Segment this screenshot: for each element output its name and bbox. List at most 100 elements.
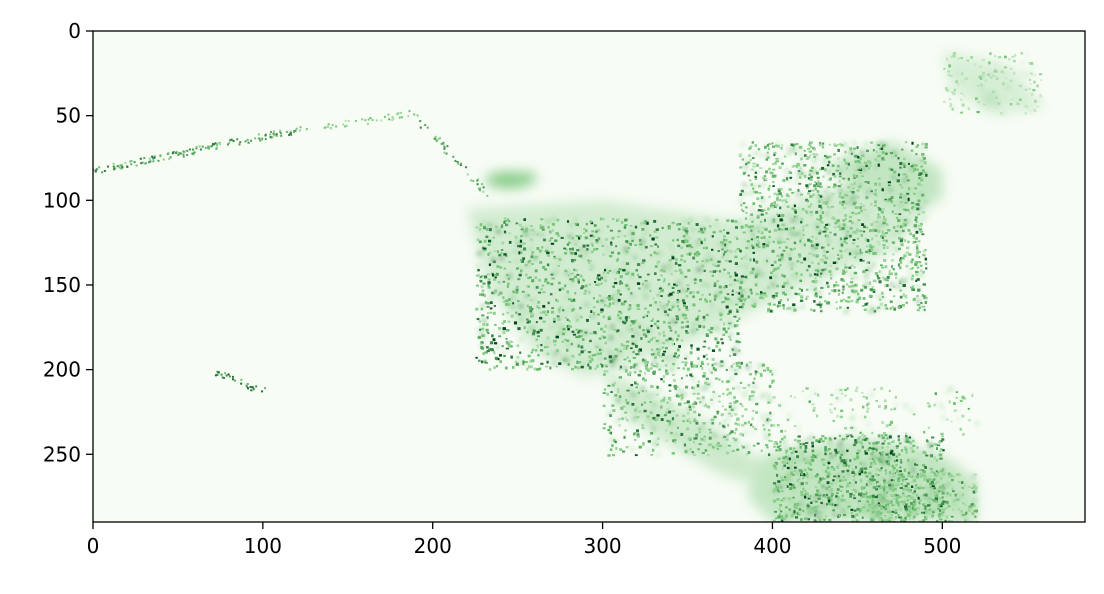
- heat-cell: [484, 335, 487, 339]
- heat-cell: [294, 129, 297, 132]
- heat-cell: [893, 407, 897, 411]
- heat-cell: [786, 418, 790, 422]
- heat-cell: [841, 227, 845, 230]
- heat-cell: [527, 320, 531, 324]
- heat-cell: [1033, 73, 1036, 77]
- heat-cell: [676, 311, 679, 314]
- heat-cell: [669, 308, 673, 310]
- heat-cell: [849, 226, 852, 230]
- heat-cell: [494, 324, 497, 326]
- heat-cell: [663, 269, 666, 273]
- heat-cell: [875, 280, 877, 283]
- heat-cell: [875, 467, 879, 472]
- heat-cell: [921, 233, 925, 236]
- heat-cell: [769, 276, 773, 280]
- heat-cell: [689, 448, 692, 451]
- heat-cell: [507, 277, 510, 280]
- heat-cell: [534, 276, 538, 280]
- heat-cell: [839, 299, 844, 303]
- heat-cell: [832, 172, 835, 176]
- heat-cell: [849, 150, 854, 154]
- heat-cell: [820, 516, 823, 520]
- heat-cell: [494, 289, 497, 293]
- heat-cell: [654, 440, 657, 443]
- heat-cell: [592, 315, 595, 318]
- heat-cell: [805, 491, 809, 495]
- heat-cell: [908, 253, 912, 256]
- heat-cell: [792, 147, 795, 150]
- heat-cell: [900, 519, 903, 522]
- heat-cell: [805, 496, 808, 500]
- heat-cell: [931, 485, 935, 488]
- heat-cell: [791, 191, 795, 194]
- heat-cell: [591, 354, 595, 357]
- heat-cell: [710, 371, 713, 374]
- heat-cell: [814, 286, 818, 290]
- heat-cell: [810, 463, 813, 466]
- heat-cell: [854, 154, 858, 158]
- heat-cell: [815, 500, 818, 503]
- heat-cell: [708, 225, 712, 228]
- heat-cell: [602, 392, 606, 395]
- heat-cell: [957, 83, 960, 87]
- heat-cell: [941, 484, 945, 487]
- heat-cell: [783, 435, 786, 439]
- heat-cell: [905, 451, 908, 454]
- heat-cell: [869, 282, 872, 285]
- heat-cell: [655, 236, 659, 239]
- heat-cell: [786, 177, 789, 181]
- heat-cell: [622, 320, 625, 324]
- heat-cell: [663, 278, 666, 282]
- heat-cell: [947, 87, 951, 90]
- heat-cell: [642, 443, 645, 447]
- heat-cell: [818, 204, 822, 208]
- heat-cell: [762, 296, 765, 300]
- heat-cell: [776, 304, 780, 308]
- heat-cell: [487, 281, 491, 285]
- heat-cell: [732, 362, 735, 366]
- heat-cell: [828, 496, 832, 499]
- heat-cell: [891, 241, 896, 244]
- heat-cell: [742, 445, 745, 449]
- heat-cell: [564, 316, 568, 319]
- heat-cell: [881, 230, 884, 234]
- heat-cell: [935, 458, 938, 462]
- heat-cell: [642, 259, 646, 262]
- heat-cell: [727, 444, 731, 447]
- heat-cell: [149, 160, 152, 163]
- heat-cell: [790, 294, 794, 297]
- heat-cell: [712, 263, 716, 267]
- heat-cell: [508, 344, 512, 348]
- heat-cell: [874, 514, 878, 517]
- heat-cell: [862, 284, 866, 287]
- heat-cell: [607, 384, 611, 387]
- heat-cell: [595, 343, 598, 346]
- heat-cell: [827, 186, 831, 189]
- heat-cell: [624, 224, 628, 226]
- heat-cell: [964, 483, 967, 487]
- heat-cell: [506, 284, 510, 288]
- heat-cell: [642, 377, 645, 381]
- heat-cell: [639, 224, 643, 228]
- heat-cell: [827, 461, 831, 465]
- heat-cell: [216, 142, 219, 145]
- heat-cell: [852, 202, 856, 206]
- heat-cell: [894, 508, 898, 511]
- heat-cell: [366, 122, 369, 125]
- heat-cell: [699, 227, 703, 231]
- heat-cell: [770, 171, 774, 175]
- heat-cell: [946, 390, 950, 393]
- heat-cell: [880, 452, 884, 455]
- heat-cell: [778, 513, 781, 517]
- heat-cell: [884, 265, 888, 269]
- heat-cell: [644, 295, 648, 298]
- heat-cell: [602, 315, 605, 319]
- heat-cell: [518, 251, 521, 255]
- heat-cell: [662, 380, 665, 384]
- heat-cell: [680, 254, 684, 258]
- heat-cell: [837, 475, 841, 478]
- heat-cell: [760, 449, 763, 452]
- heat-cell: [725, 368, 728, 371]
- heat-cell: [749, 271, 752, 275]
- heat-cell: [837, 289, 841, 292]
